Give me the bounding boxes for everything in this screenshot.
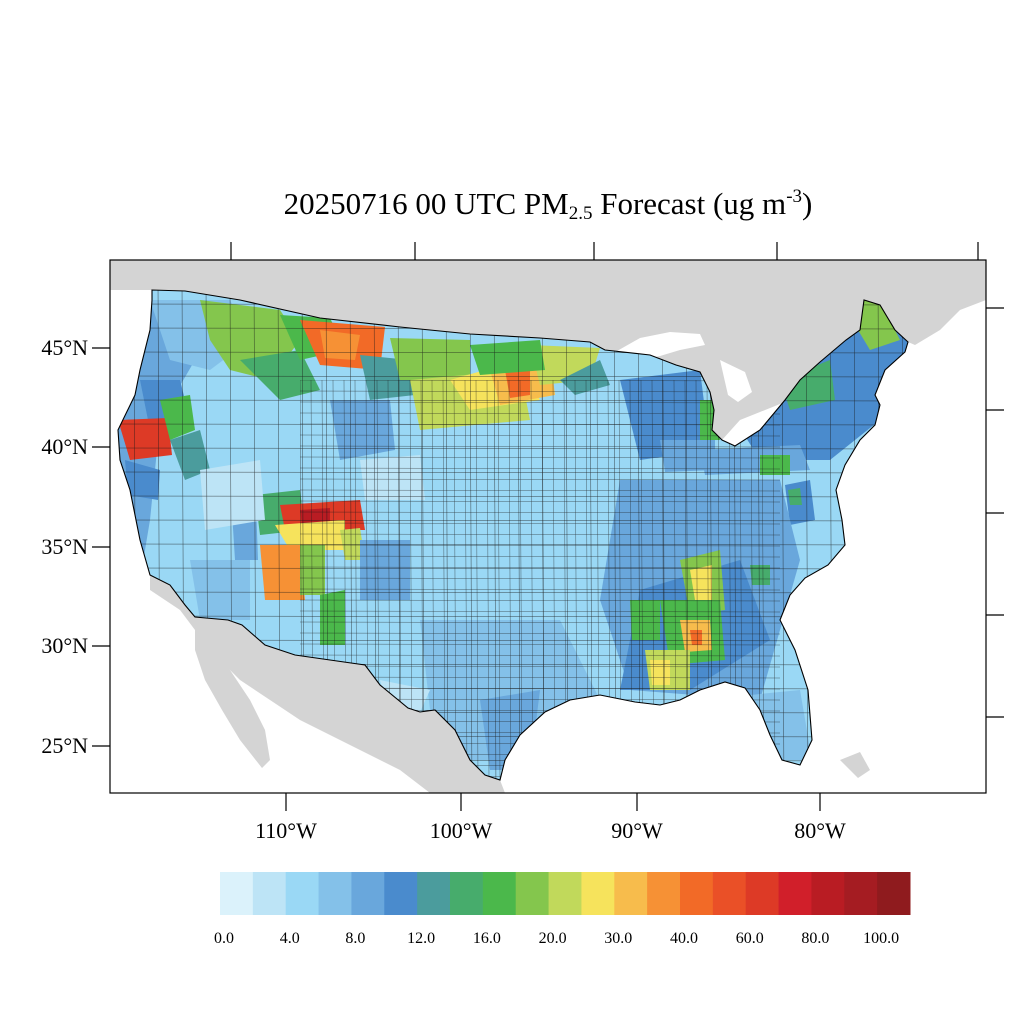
- colorbar-swatch: [351, 872, 385, 915]
- colorbar-swatch: [778, 872, 812, 915]
- lon-label-90w: 90°W: [611, 818, 663, 843]
- colorbar-label: 0.0: [214, 930, 234, 947]
- colorbar-swatch: [877, 872, 911, 915]
- map-frame-border: [109, 259, 987, 794]
- colorbar-swatch: [844, 872, 878, 915]
- lat-label-30: 30°N: [41, 633, 88, 658]
- colorbar-label: 60.0: [736, 930, 764, 947]
- baja-peninsula: [195, 620, 270, 768]
- colorbar-label: 16.0: [473, 930, 501, 947]
- colorbar-label: 100.0: [863, 930, 899, 947]
- colorbar-swatch: [712, 872, 747, 915]
- colorbar-label: 30.0: [604, 930, 632, 947]
- colorbar-label: 8.0: [345, 930, 365, 947]
- colorbar: [220, 872, 911, 915]
- cuba-island: [840, 752, 870, 778]
- colorbar-swatch: [450, 872, 484, 915]
- colorbar-swatch: [384, 872, 418, 915]
- title-prefix: 20250716 00 UTC PM: [283, 186, 569, 221]
- colorbar-label: 4.0: [280, 930, 300, 947]
- great-lake-huron: [720, 360, 752, 402]
- lon-label-100w: 100°W: [430, 818, 493, 843]
- colorbar-labels: 0.0 4.0 8.0 12.0 16.0 20.0 30.0 40.0 60.0 80.0 100…: [214, 930, 899, 947]
- colorbar-label: 80.0: [801, 930, 829, 947]
- colorbar-swatch: [745, 872, 780, 915]
- colorbar-swatch: [581, 872, 615, 915]
- tick-marks: [92, 242, 1004, 811]
- colorbar-swatch: [811, 872, 845, 915]
- colorbar-swatch: [252, 872, 287, 915]
- colorbar-label: 12.0: [407, 930, 435, 947]
- colorbar-swatch: [548, 872, 582, 915]
- title-superscript: -3: [786, 186, 803, 207]
- mexico-land: [150, 575, 505, 793]
- colorbar-swatch: [285, 872, 320, 915]
- lat-label-35: 35°N: [41, 534, 88, 559]
- lat-label-45: 45°N: [41, 335, 88, 360]
- colorbar-swatch: [318, 872, 352, 915]
- colorbar-swatch: [614, 872, 648, 915]
- colorbar-label: 20.0: [539, 930, 567, 947]
- colorbar-swatch: [647, 872, 681, 915]
- lat-label-25: 25°N: [41, 733, 88, 758]
- colorbar-swatch: [417, 872, 451, 915]
- colorbar-swatch: [482, 872, 517, 915]
- lat-label-40: 40°N: [41, 434, 88, 459]
- colorbar-swatch: [680, 872, 714, 915]
- lon-label-110w: 110°W: [255, 818, 317, 843]
- title-suffix: ): [802, 186, 813, 221]
- title-middle: Forecast (ug m: [592, 186, 787, 221]
- map-title: 20250716 00 UTC PM2.5 Forecast (ug m-3): [0, 186, 1024, 225]
- colorbar-swatch: [515, 872, 550, 915]
- colorbar-swatch: [220, 872, 254, 915]
- canada-land: [110, 260, 986, 440]
- title-subscript: 2.5: [568, 203, 593, 224]
- colorbar-label: 40.0: [670, 930, 698, 947]
- lon-label-80w: 80°W: [794, 818, 846, 843]
